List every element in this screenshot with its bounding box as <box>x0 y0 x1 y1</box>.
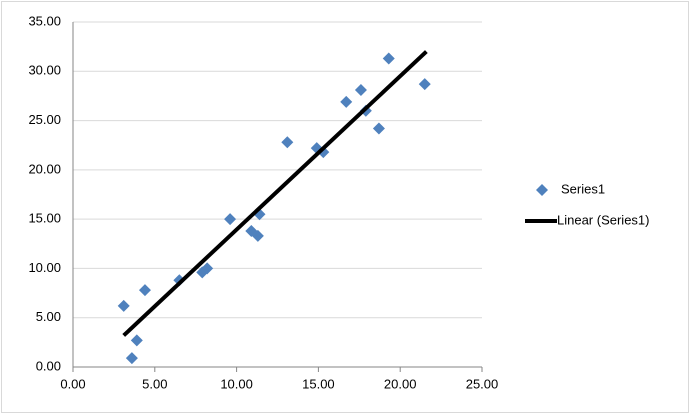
x-tick-label: 15.00 <box>302 376 335 391</box>
point <box>201 262 214 275</box>
point <box>224 213 237 226</box>
legend-marker <box>536 184 548 196</box>
y-tick-label: 10.00 <box>28 260 61 275</box>
y-tick-label: 0.00 <box>36 358 61 373</box>
point <box>281 136 294 149</box>
point <box>125 352 138 365</box>
y-tick-label: 5.00 <box>36 309 61 324</box>
y-tick-label: 35.00 <box>28 13 61 28</box>
y-tick-label: 20.00 <box>28 161 61 176</box>
legend-label: Linear (Series1) <box>557 212 650 227</box>
y-tick-label: 15.00 <box>28 211 61 226</box>
x-tick-label: 5.00 <box>142 376 167 391</box>
trendline <box>122 50 428 337</box>
point <box>173 274 186 287</box>
y-tick-label: 25.00 <box>28 112 61 127</box>
point <box>130 334 143 347</box>
point <box>340 95 353 108</box>
point <box>354 84 367 97</box>
point <box>251 229 264 242</box>
y-tick-label: 30.00 <box>28 63 61 78</box>
legend-label: Series1 <box>561 181 605 196</box>
x-tick-label: 25.00 <box>466 376 499 391</box>
point <box>418 78 431 91</box>
x-tick-label: 20.00 <box>384 376 417 391</box>
point <box>138 284 151 297</box>
point <box>382 52 395 65</box>
point <box>372 122 385 135</box>
x-tick-label: 0.00 <box>60 376 85 391</box>
point <box>117 299 130 312</box>
x-tick-label: 10.00 <box>220 376 253 391</box>
